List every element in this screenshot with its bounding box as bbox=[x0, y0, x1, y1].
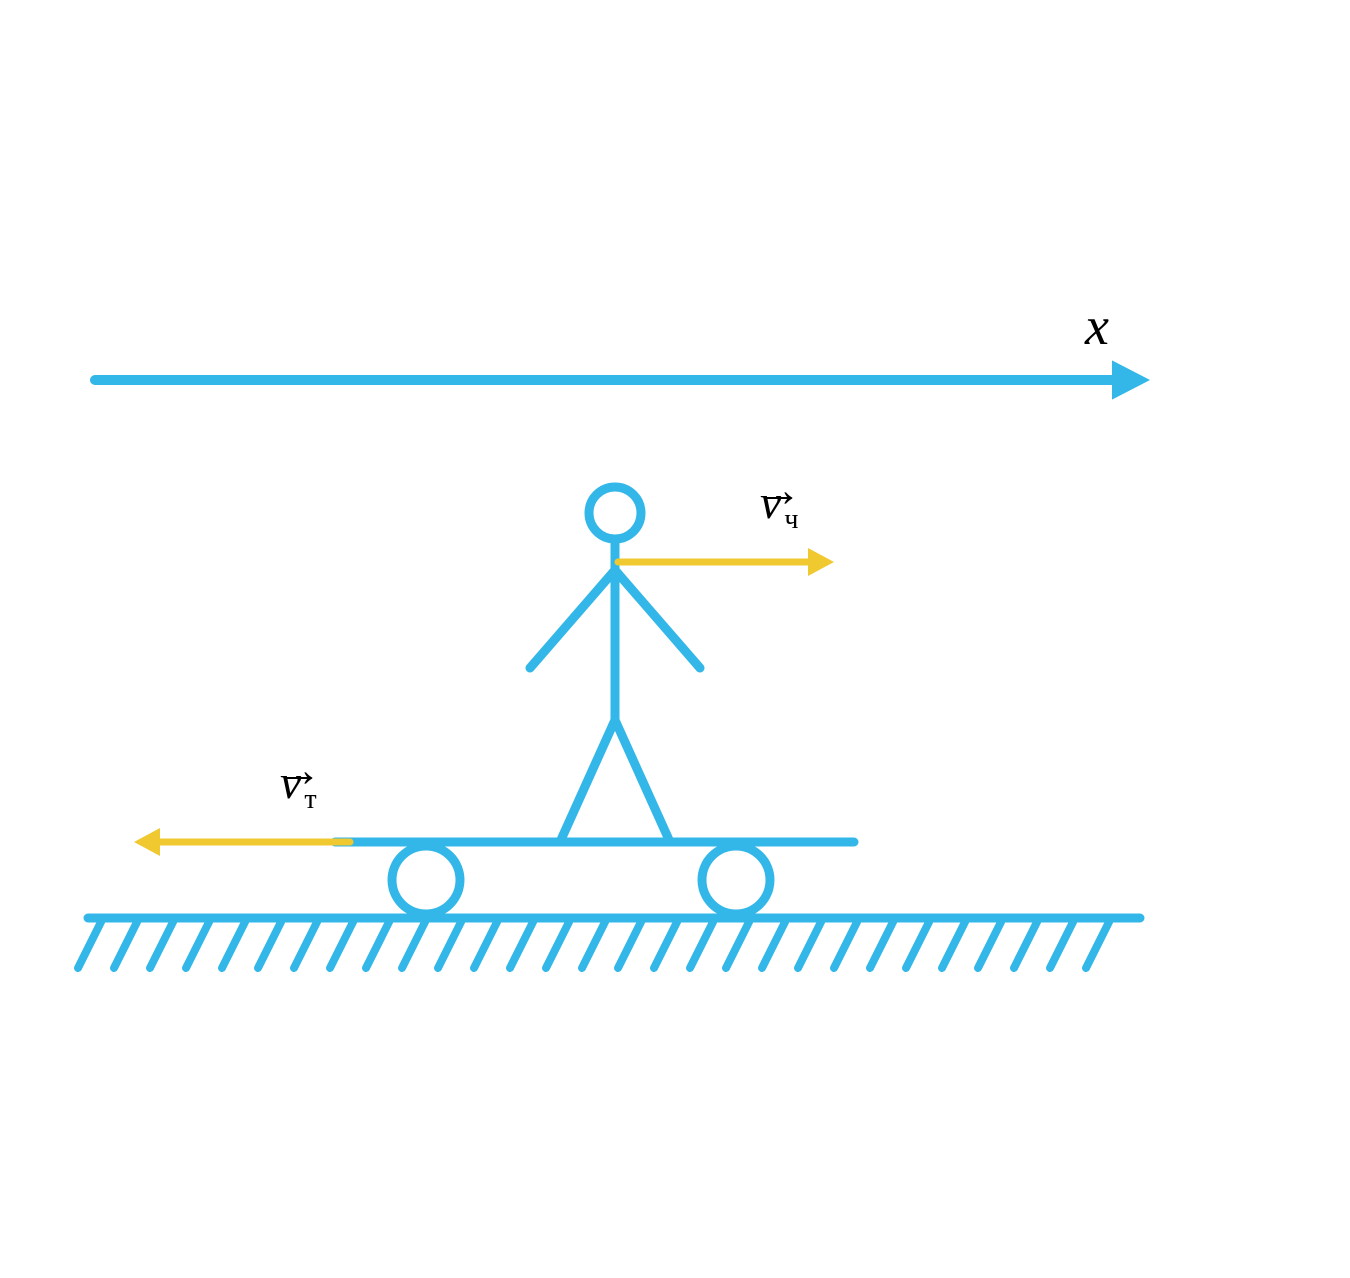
velocity-cart-label: → v т bbox=[280, 755, 314, 810]
diagram-svg bbox=[0, 0, 1350, 1273]
velocity-person-label: → v ч bbox=[760, 475, 795, 530]
x-axis-label: x bbox=[1085, 295, 1109, 357]
physics-diagram: x → v ч → v т bbox=[0, 0, 1350, 1273]
